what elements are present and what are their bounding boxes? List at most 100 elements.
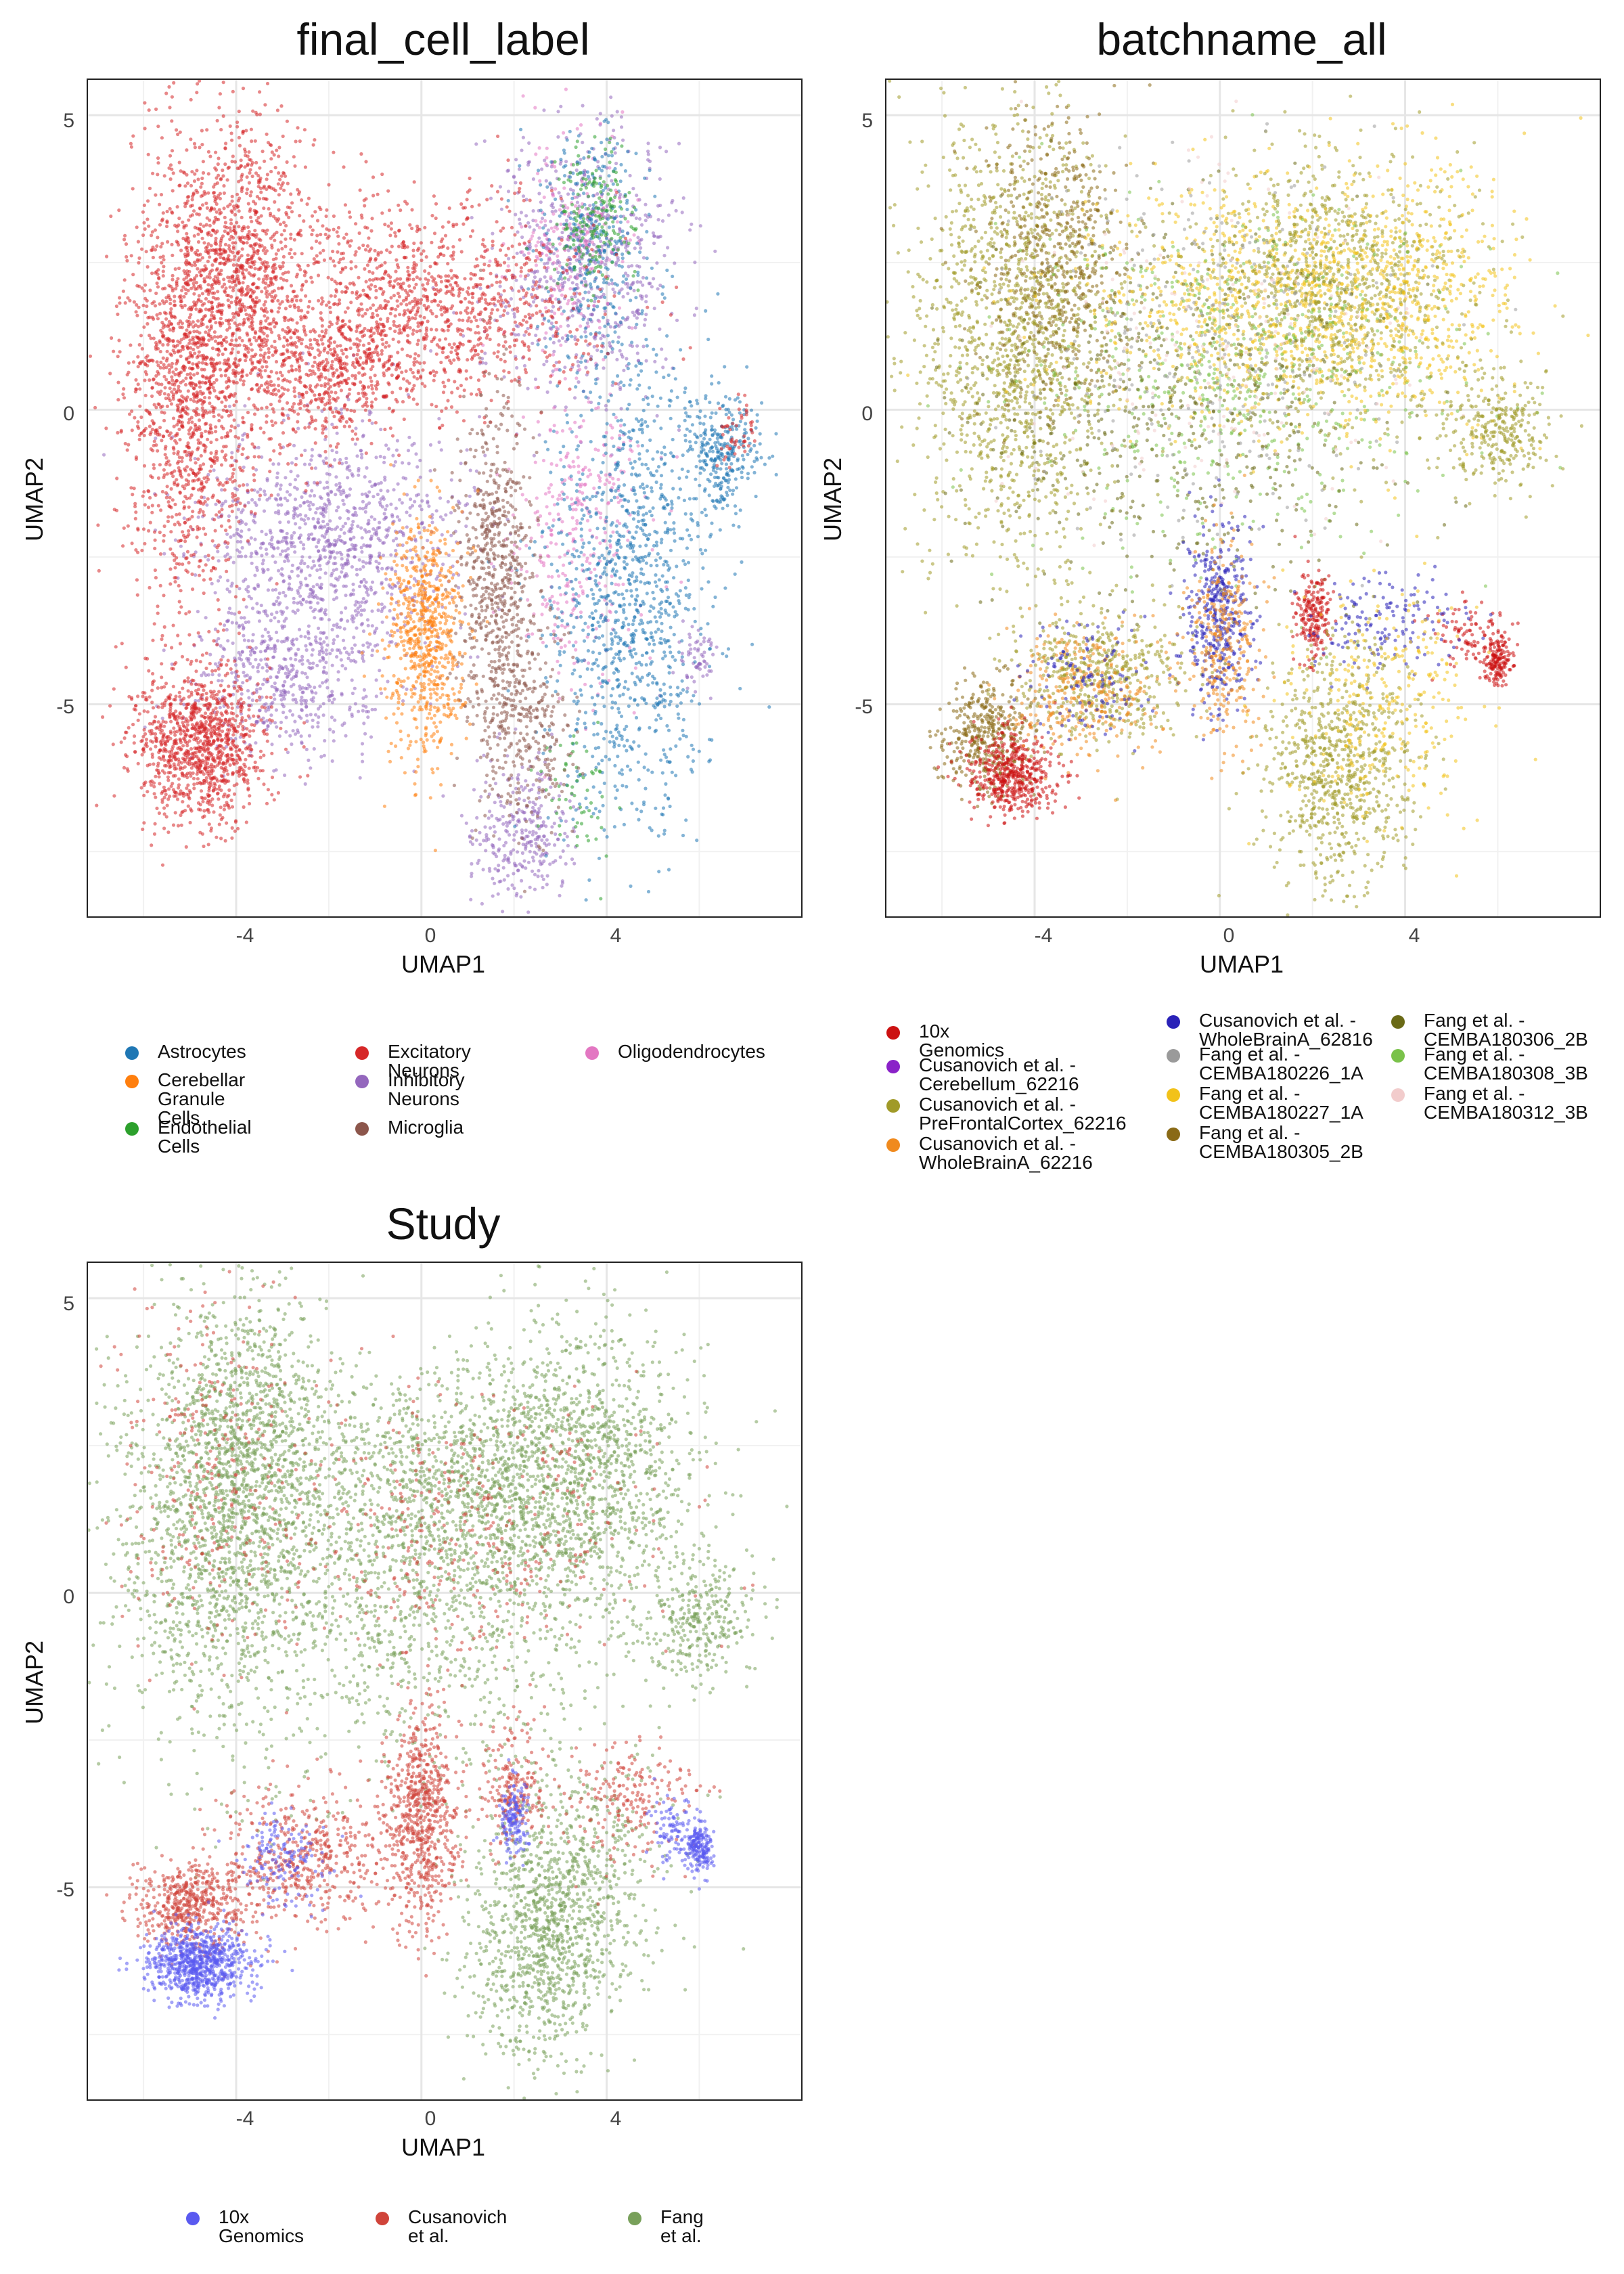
- data-point: [276, 493, 280, 497]
- data-point: [589, 332, 593, 336]
- data-point: [550, 825, 554, 829]
- data-point: [608, 730, 613, 734]
- data-point: [574, 549, 579, 553]
- data-point: [545, 156, 549, 160]
- data-point: [506, 856, 510, 860]
- data-point: [334, 577, 338, 581]
- data-point: [524, 834, 528, 839]
- data-point: [590, 611, 594, 615]
- data-point: [593, 746, 597, 751]
- data-point: [470, 862, 474, 866]
- data-point: [609, 95, 613, 99]
- data-point: [700, 510, 704, 514]
- data-point: [285, 490, 290, 494]
- data-point: [390, 592, 394, 596]
- data-point: [482, 753, 486, 757]
- data-point: [382, 460, 386, 464]
- data-point: [595, 732, 600, 736]
- data-point: [484, 839, 489, 843]
- data-point: [206, 673, 210, 677]
- data-point: [552, 252, 556, 256]
- data-point: [353, 510, 357, 514]
- data-point: [599, 239, 603, 244]
- data-point: [562, 445, 566, 449]
- data-point: [541, 751, 545, 755]
- data-point: [767, 456, 771, 460]
- data-point: [336, 634, 340, 638]
- data-point: [556, 110, 560, 114]
- data-point: [315, 663, 319, 668]
- data-point: [333, 539, 337, 543]
- data-point: [589, 313, 593, 317]
- data-point: [526, 163, 531, 167]
- data-point: [696, 401, 700, 405]
- data-point: [591, 785, 595, 789]
- data-point: [596, 474, 601, 478]
- data-point: [602, 781, 606, 785]
- data-point: [302, 698, 306, 703]
- data-point: [576, 359, 580, 363]
- data-point: [626, 292, 630, 296]
- data-point: [621, 582, 625, 587]
- data-point: [581, 140, 585, 145]
- data-point: [586, 175, 591, 179]
- data-point: [370, 648, 375, 652]
- data-point: [573, 294, 577, 298]
- data-point: [355, 454, 359, 458]
- data-point: [616, 730, 621, 734]
- data-point: [568, 187, 573, 192]
- data-point: [657, 235, 661, 239]
- data-point: [162, 648, 166, 652]
- data-point: [339, 618, 343, 623]
- data-point: [654, 370, 658, 374]
- data-point: [563, 625, 567, 629]
- data-point: [558, 274, 562, 278]
- data-point: [651, 638, 656, 642]
- data-point: [710, 449, 715, 453]
- data-point: [307, 734, 311, 738]
- data-point: [290, 542, 294, 546]
- data-point: [597, 326, 602, 330]
- data-point: [516, 850, 520, 854]
- data-point: [621, 504, 625, 508]
- data-point: [342, 721, 346, 726]
- data-point: [597, 651, 602, 656]
- data-point: [562, 186, 566, 190]
- data-point: [594, 494, 598, 498]
- data-point: [539, 258, 543, 262]
- data-point: [538, 773, 543, 777]
- data-point: [641, 256, 646, 260]
- data-point: [365, 590, 369, 594]
- data-point: [355, 613, 359, 617]
- data-point: [365, 641, 369, 645]
- data-point: [597, 598, 601, 603]
- data-point: [645, 344, 649, 348]
- data-point: [674, 744, 678, 748]
- data-point: [501, 773, 505, 777]
- data-point: [556, 601, 560, 605]
- data-point: [589, 514, 593, 518]
- data-point: [561, 849, 565, 853]
- data-point: [336, 505, 340, 510]
- data-point: [578, 267, 583, 271]
- data-point: [703, 665, 707, 669]
- data-point: [266, 723, 270, 728]
- data-point: [628, 649, 632, 654]
- data-point: [633, 313, 637, 317]
- data-point: [656, 834, 660, 838]
- data-point: [601, 572, 605, 576]
- data-point: [658, 497, 662, 501]
- data-point: [317, 715, 321, 719]
- data-point: [498, 185, 503, 189]
- data-point: [644, 663, 648, 667]
- data-point: [615, 141, 620, 146]
- data-point: [615, 678, 619, 682]
- data-point: [646, 396, 650, 400]
- data-point: [298, 585, 302, 590]
- data-point: [294, 522, 298, 526]
- data-point: [521, 843, 525, 847]
- data-point: [554, 326, 558, 330]
- data-point: [642, 765, 646, 770]
- data-point: [290, 742, 294, 746]
- data-point: [591, 623, 595, 627]
